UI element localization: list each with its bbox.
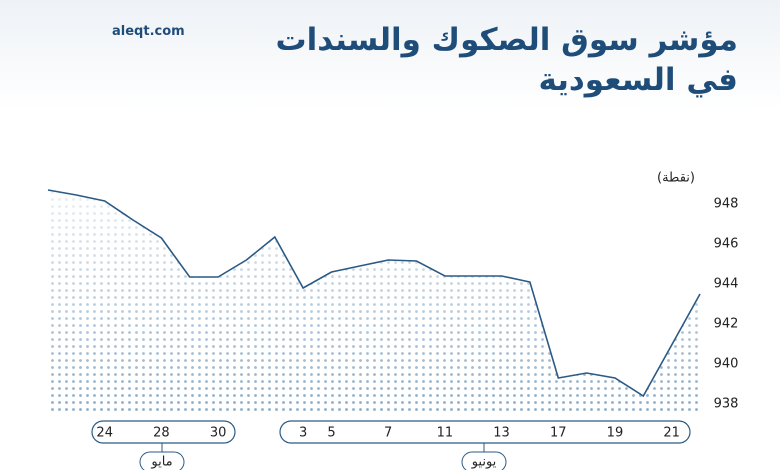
x-tick-label: 21	[663, 426, 680, 441]
y-tick-label: 938	[714, 397, 739, 412]
y-axis-label: (نقطة)	[657, 171, 695, 186]
axis-pill	[279, 420, 691, 444]
x-tick-label: 5	[327, 426, 335, 441]
y-tick-label: 948	[714, 197, 739, 212]
month-label: يونيو	[471, 455, 497, 470]
area	[48, 190, 700, 412]
y-tick-label: 946	[714, 237, 739, 252]
x-tick-label: 11	[437, 426, 454, 441]
area-group	[48, 190, 700, 412]
y-tick-label: 940	[714, 357, 739, 372]
month-label: مايو	[150, 455, 172, 470]
month-pill	[461, 451, 507, 470]
x-tick-label: 19	[607, 426, 624, 441]
x-tick-label: 3	[299, 426, 307, 441]
x-tick-label: 30	[210, 426, 227, 441]
x-tick-label: 13	[493, 426, 510, 441]
x-tick-label: 17	[550, 426, 567, 441]
month-pill	[139, 451, 185, 470]
x-tick-label: 7	[384, 426, 392, 441]
y-tick-label: 942	[714, 317, 739, 332]
axis-pill	[91, 420, 236, 444]
line	[47, 189, 701, 398]
y-tick-label: 944	[714, 277, 739, 292]
x-tick-label: 24	[96, 426, 113, 441]
chart-title: مؤشر سوق الصكوك والسندات في السعودية	[275, 22, 738, 98]
x-tick-label: 28	[153, 426, 170, 441]
source: aleqt.com	[112, 24, 185, 39]
